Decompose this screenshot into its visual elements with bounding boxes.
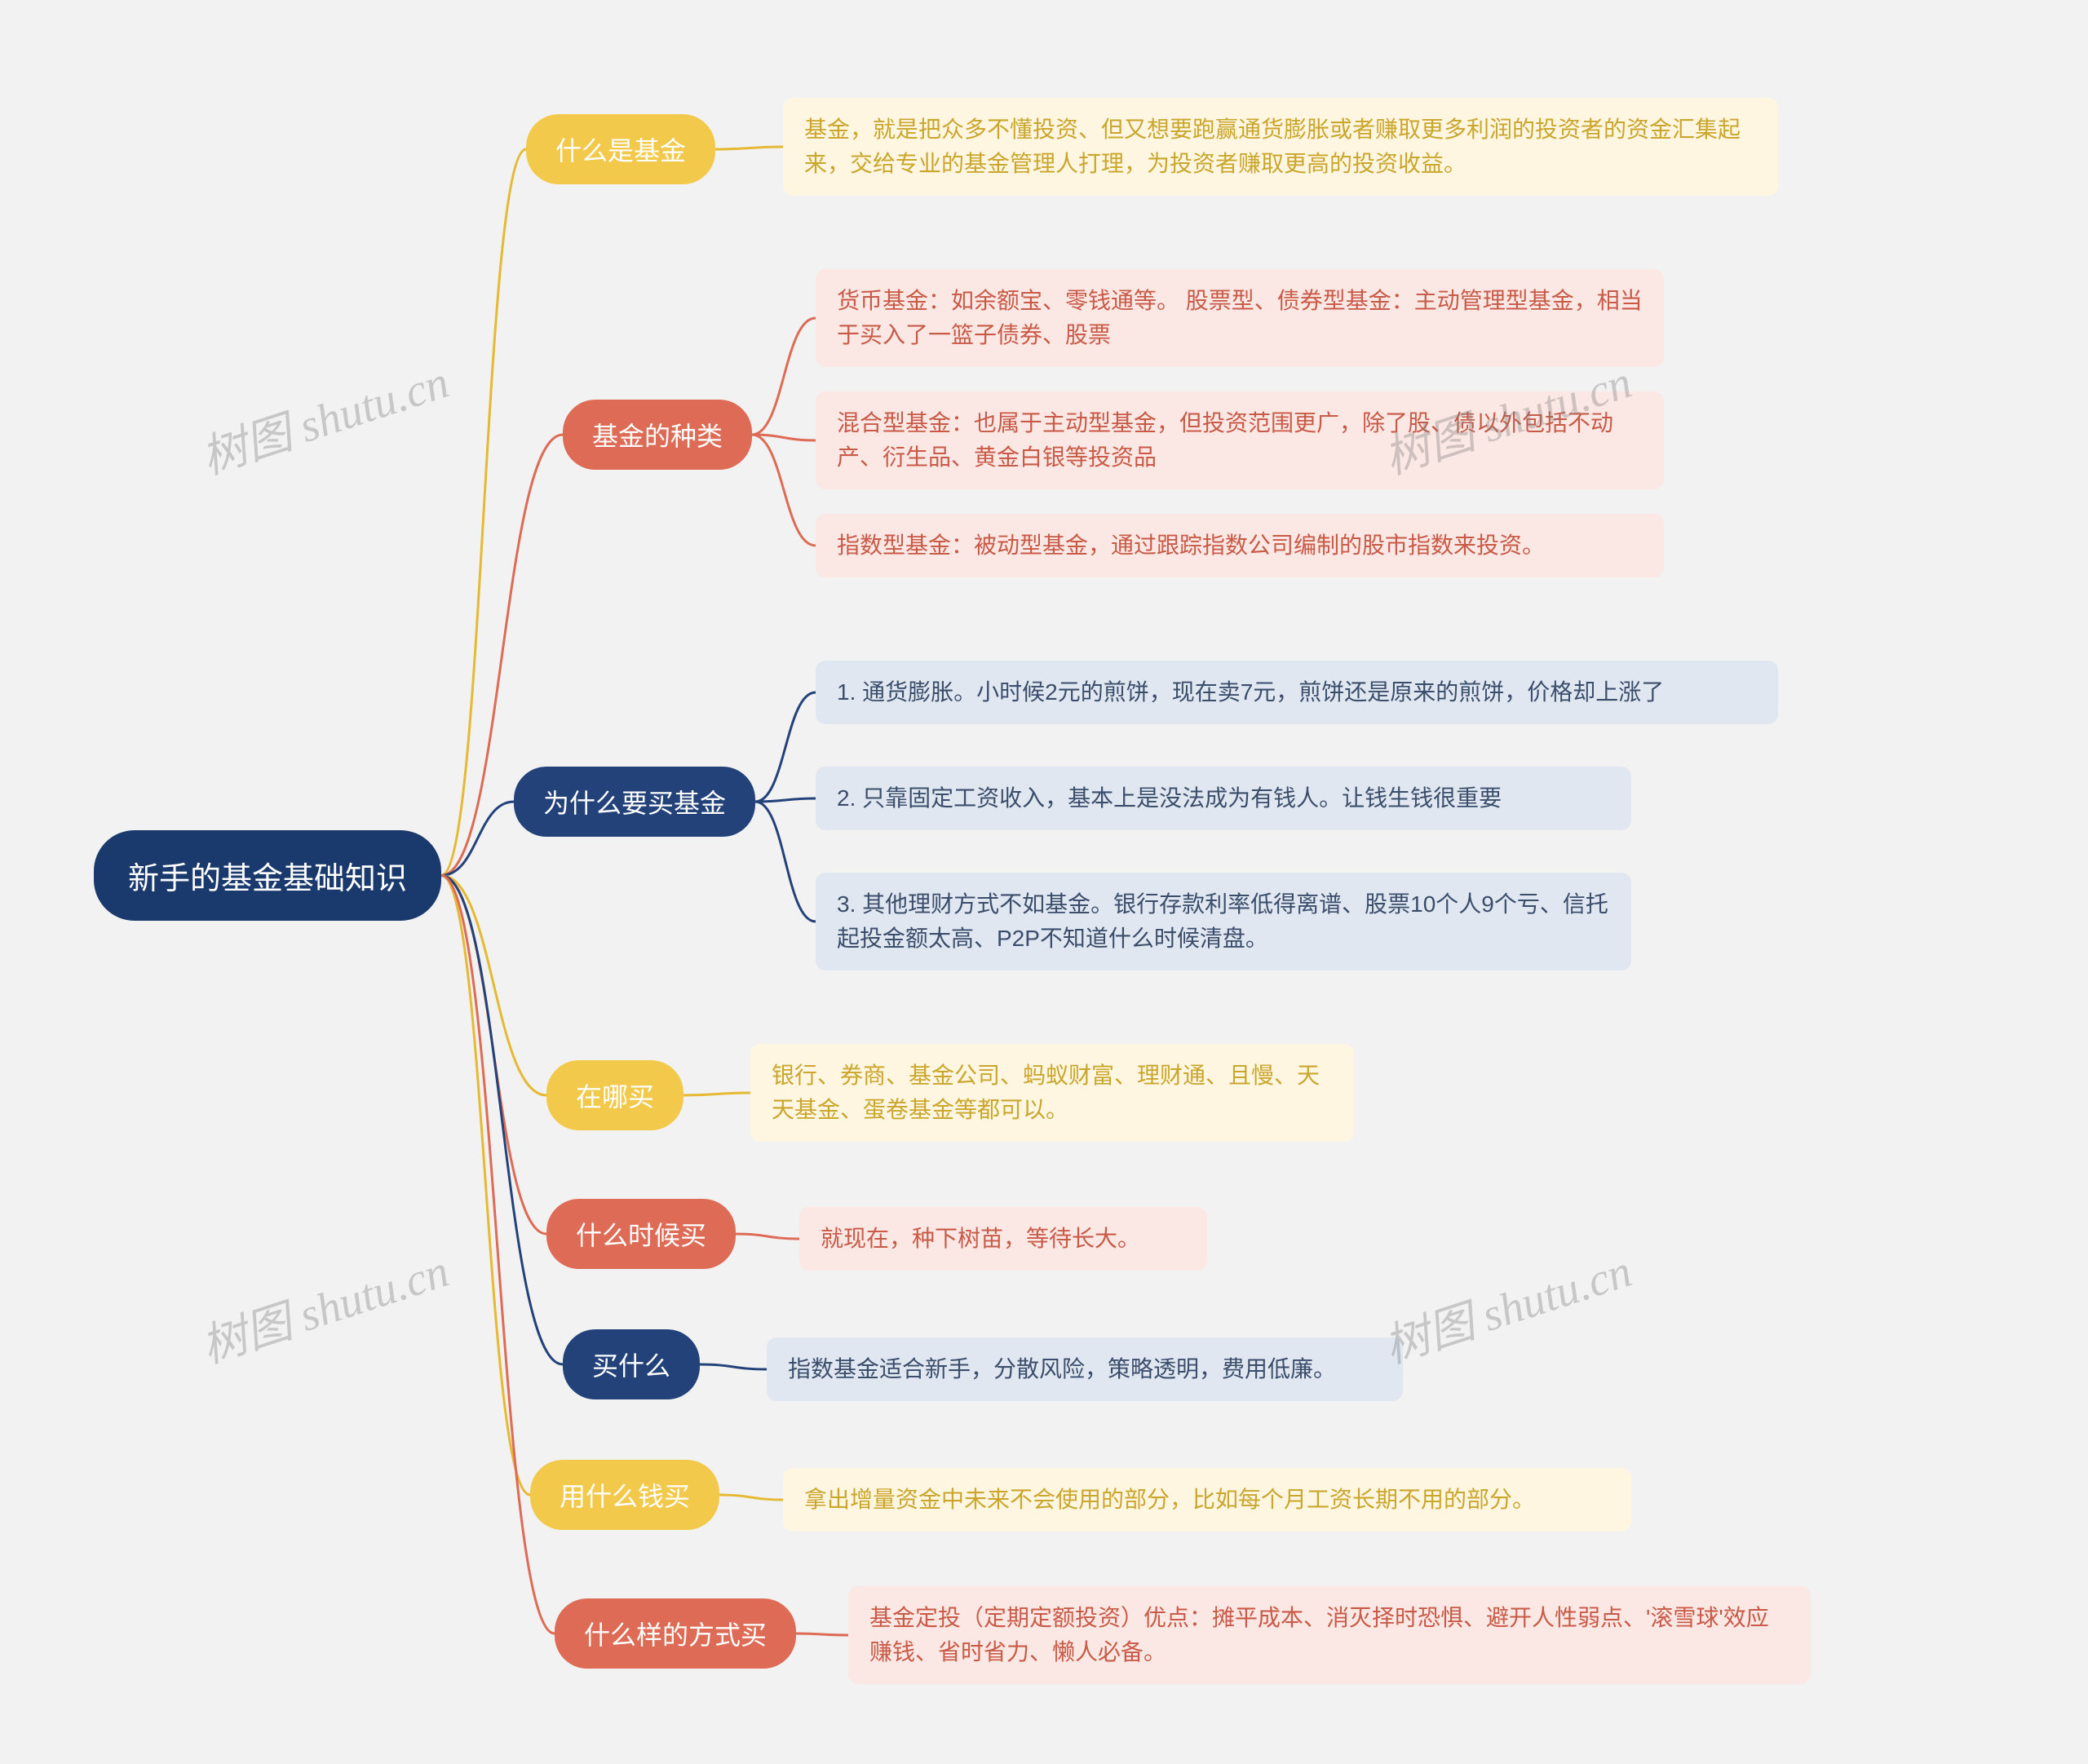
leaf-text: 基金定投（定期定额投资）优点：摊平成本、消灭择时恐惧、避开人性弱点、'滚雪球'效… xyxy=(869,1605,1769,1665)
leaf-node: 银行、券商、基金公司、蚂蚁财富、理财通、且慢、天天基金、蛋卷基金等都可以。 xyxy=(750,1044,1354,1142)
branch-label: 为什么要买基金 xyxy=(543,789,726,818)
leaf-node: 拿出增量资金中未来不会使用的部分，比如每个月工资长期不用的部分。 xyxy=(783,1468,1631,1532)
leaf-text: 就现在，种下树苗，等待长大。 xyxy=(821,1226,1140,1251)
leaf-text: 指数基金适合新手，分散风险，策略透明，费用低廉。 xyxy=(788,1356,1336,1382)
leaf-text: 3. 其他理财方式不如基金。银行存款利率低得离谱、股票10个人9个亏、信托起投金… xyxy=(837,891,1608,951)
leaf-text: 基金，就是把众多不懂投资、但又想要跑赢通货膨胀或者赚取更多利润的投资者的资金汇集… xyxy=(804,117,1741,176)
branch-node-b1: 什么是基金 xyxy=(526,114,715,184)
leaf-node: 指数型基金：被动型基金，通过跟踪指数公司编制的股市指数来投资。 xyxy=(816,514,1664,577)
branch-label: 用什么钱买 xyxy=(560,1482,690,1511)
branch-node-b6: 买什么 xyxy=(563,1329,700,1399)
leaf-text: 拿出增量资金中未来不会使用的部分，比如每个月工资长期不用的部分。 xyxy=(804,1487,1535,1512)
leaf-text: 混合型基金：也属于主动型基金，但投资范围更广，除了股、债以外包括不动产、衍生品、… xyxy=(837,410,1613,470)
leaf-text: 银行、券商、基金公司、蚂蚁财富、理财通、且慢、天天基金、蛋卷基金等都可以。 xyxy=(772,1063,1320,1122)
leaf-text: 货币基金：如余额宝、零钱通等。 股票型、债券型基金：主动管理型基金，相当于买入了… xyxy=(837,288,1643,347)
leaf-node: 2. 只靠固定工资收入，基本上是没法成为有钱人。让钱生钱很重要 xyxy=(816,767,1631,830)
leaf-text: 1. 通货膨胀。小时候2元的煎饼，现在卖7元，煎饼还是原来的煎饼，价格却上涨了 xyxy=(837,679,1664,705)
watermark: 树图 shutu.cn xyxy=(1374,1234,1639,1376)
branch-node-b5: 什么时候买 xyxy=(546,1199,736,1269)
branch-label: 什么时候买 xyxy=(576,1221,706,1250)
watermark: 树图 shutu.cn xyxy=(192,345,456,487)
leaf-node: 就现在，种下树苗，等待长大。 xyxy=(799,1207,1207,1271)
branch-label: 基金的种类 xyxy=(592,422,723,451)
branch-node-b2: 基金的种类 xyxy=(563,400,752,470)
leaf-node: 基金定投（定期定额投资）优点：摊平成本、消灭择时恐惧、避开人性弱点、'滚雪球'效… xyxy=(848,1586,1811,1684)
root-label: 新手的基金基础知识 xyxy=(128,862,407,896)
root-node: 新手的基金基础知识 xyxy=(94,830,441,921)
leaf-node: 货币基金：如余额宝、零钱通等。 股票型、债券型基金：主动管理型基金，相当于买入了… xyxy=(816,269,1664,367)
leaf-node: 指数基金适合新手，分散风险，策略透明，费用低廉。 xyxy=(767,1337,1403,1401)
leaf-node: 基金，就是把众多不懂投资、但又想要跑赢通货膨胀或者赚取更多利润的投资者的资金汇集… xyxy=(783,98,1778,196)
leaf-node: 混合型基金：也属于主动型基金，但投资范围更广，除了股、债以外包括不动产、衍生品、… xyxy=(816,391,1664,489)
branch-label: 什么是基金 xyxy=(555,136,686,166)
branch-node-b4: 在哪买 xyxy=(546,1060,683,1130)
branch-node-b3: 为什么要买基金 xyxy=(514,767,755,837)
leaf-text: 指数型基金：被动型基金，通过跟踪指数公司编制的股市指数来投资。 xyxy=(837,533,1545,558)
branch-node-b8: 什么样的方式买 xyxy=(555,1598,796,1669)
branch-label: 在哪买 xyxy=(576,1082,654,1112)
branch-label: 什么样的方式买 xyxy=(584,1620,767,1650)
leaf-node: 1. 通货膨胀。小时候2元的煎饼，现在卖7元，煎饼还是原来的煎饼，价格却上涨了 xyxy=(816,661,1778,724)
leaf-node: 3. 其他理财方式不如基金。银行存款利率低得离谱、股票10个人9个亏、信托起投金… xyxy=(816,873,1631,970)
watermark: 树图 shutu.cn xyxy=(192,1234,456,1376)
branch-label: 买什么 xyxy=(592,1351,670,1381)
branch-node-b7: 用什么钱买 xyxy=(530,1460,719,1530)
leaf-text: 2. 只靠固定工资收入，基本上是没法成为有钱人。让钱生钱很重要 xyxy=(837,785,1502,811)
